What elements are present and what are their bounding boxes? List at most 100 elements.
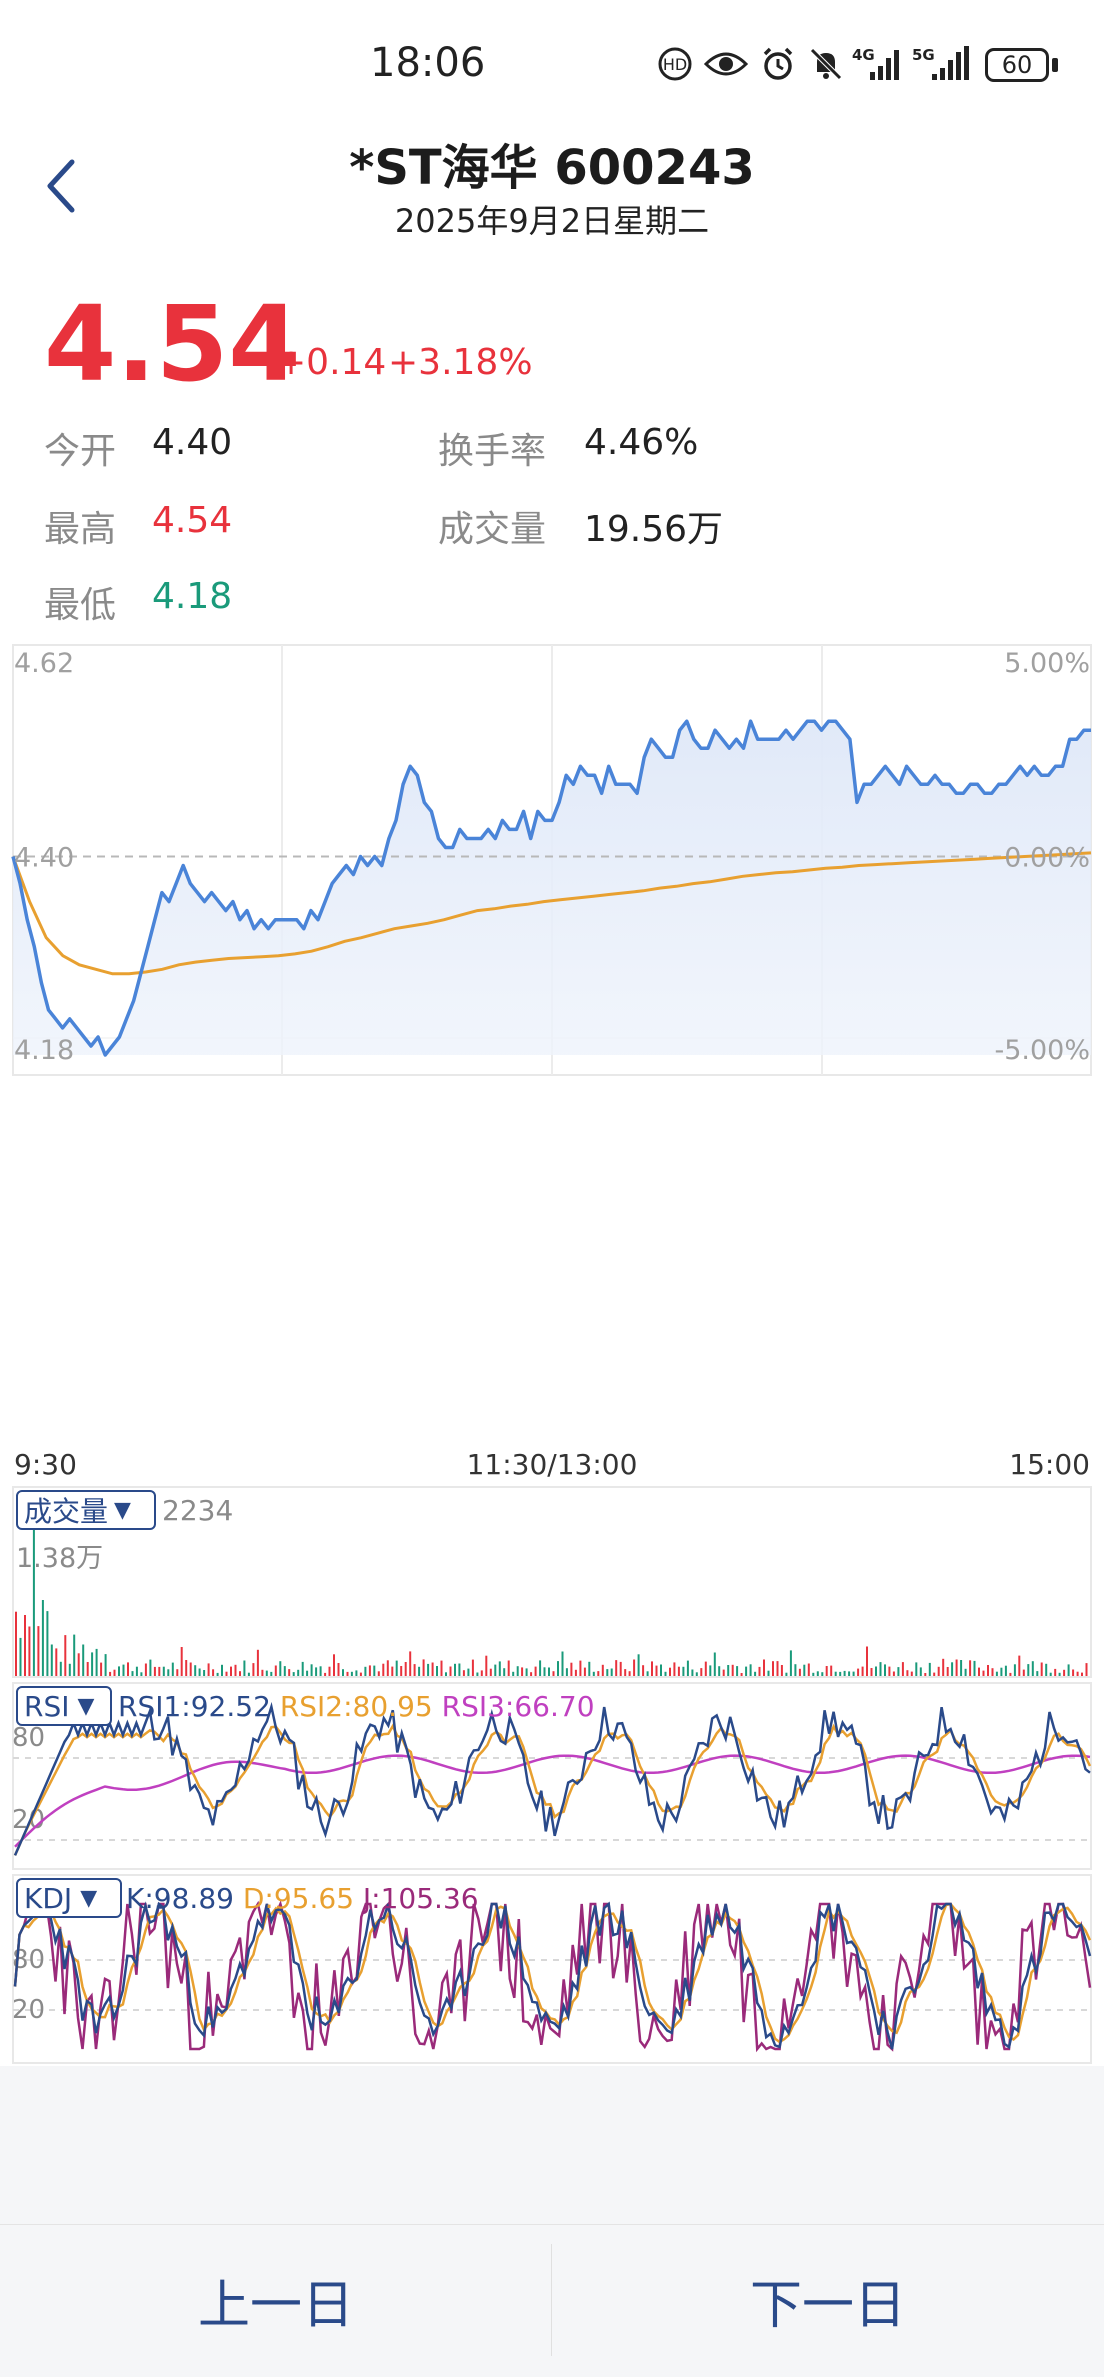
volume-bar xyxy=(256,1649,259,1676)
volume-bar xyxy=(449,1666,452,1676)
rsi-indicator-selector[interactable]: RSI ▼ xyxy=(16,1686,112,1726)
volume-bar xyxy=(579,1660,582,1676)
status-time: 18:06 xyxy=(370,40,486,86)
volume-bar xyxy=(386,1660,389,1676)
volume-bar xyxy=(319,1666,322,1676)
volume-bar xyxy=(207,1663,210,1676)
volume-bar xyxy=(512,1671,515,1676)
rsi1-line xyxy=(13,1701,1091,1856)
caret-down-icon: ▼ xyxy=(77,1693,95,1719)
volume-bar xyxy=(606,1669,609,1676)
volume-bar xyxy=(503,1668,506,1676)
open-label: 今开 xyxy=(44,431,117,472)
rsi-chart[interactable]: 80 20 xyxy=(0,1682,1104,1872)
kdj-indicator-selector[interactable]: KDJ ▼ xyxy=(16,1878,122,1918)
volume-bar xyxy=(574,1669,577,1676)
volume-bar xyxy=(454,1663,456,1676)
volume-bar xyxy=(274,1665,277,1676)
volume-bar xyxy=(342,1669,344,1676)
kdj-j-line xyxy=(13,1900,1092,2053)
volume-bar xyxy=(924,1673,927,1676)
volume-bar xyxy=(798,1668,801,1676)
volume-bar xyxy=(852,1671,855,1676)
volume-bar xyxy=(359,1672,362,1676)
kdj-chart[interactable]: 80 20 xyxy=(0,1874,1104,2066)
volume-bar xyxy=(789,1650,792,1676)
volume-frame xyxy=(12,1486,1092,1678)
avg-price-line xyxy=(11,851,1092,976)
volume-bar xyxy=(458,1663,461,1676)
y-left-bottom: 4.18 xyxy=(14,1035,74,1066)
volume-bar xyxy=(140,1672,143,1676)
volume-bar xyxy=(937,1666,940,1676)
volume-bar xyxy=(185,1660,188,1676)
hd-call-icon: HD xyxy=(655,44,695,84)
volume-bar xyxy=(301,1661,304,1676)
volume-bar xyxy=(77,1653,80,1676)
volume-bar xyxy=(700,1668,703,1676)
volume-bar xyxy=(480,1670,483,1676)
battery-tip xyxy=(1052,58,1058,72)
volume-bar xyxy=(297,1669,300,1676)
volume-bar xyxy=(592,1671,595,1676)
volume-bar xyxy=(247,1672,250,1676)
volume-bar xyxy=(704,1661,707,1676)
volume-bar xyxy=(507,1660,510,1676)
volume-bar xyxy=(803,1664,806,1676)
rsi-selector-label: RSI xyxy=(24,1689,70,1723)
high-label: 最高 xyxy=(44,509,117,550)
volume-bar xyxy=(212,1669,215,1676)
y-right-mid: 0.00% xyxy=(1004,843,1090,874)
low-label: 最低 xyxy=(44,585,117,626)
volume-bar xyxy=(713,1652,716,1676)
volume-bar xyxy=(149,1659,152,1676)
volume-bar xyxy=(203,1670,206,1676)
volume-bar xyxy=(669,1667,671,1676)
volume-bar xyxy=(960,1660,963,1676)
volume-bar xyxy=(431,1662,434,1676)
volume-bar xyxy=(1054,1668,1057,1676)
volume-bar xyxy=(467,1668,470,1676)
back-button[interactable] xyxy=(42,158,92,214)
volume-bar xyxy=(1027,1664,1030,1676)
volume-bar xyxy=(24,1615,26,1676)
volume-bar xyxy=(740,1673,743,1676)
volume-bar xyxy=(73,1634,76,1676)
volume-bar xyxy=(901,1662,904,1676)
volume-bar xyxy=(982,1670,985,1676)
volume-bar xyxy=(167,1669,170,1676)
rsi-tick-80: 80 xyxy=(12,1723,45,1753)
prev-day-button[interactable]: 上一日 xyxy=(197,2275,354,2336)
volume-bar xyxy=(624,1669,627,1676)
y-left-mid: 4.40 xyxy=(14,843,74,874)
net2-label: 5G xyxy=(912,46,935,64)
volume-bar xyxy=(189,1662,192,1676)
next-day-button[interactable]: 下一日 xyxy=(749,2275,906,2336)
volume-bar xyxy=(1072,1669,1075,1676)
volume-bar xyxy=(462,1670,465,1676)
intraday-chart[interactable]: 4.62 4.40 4.18 5.00% 0.00% -5.00% xyxy=(0,640,1104,1080)
high-value: 4.54 xyxy=(152,500,233,541)
volume-bar xyxy=(113,1669,116,1676)
volume-bar xyxy=(32,1526,35,1676)
volume-bar xyxy=(987,1665,989,1676)
bottom-bar xyxy=(0,2224,1104,2377)
volume-bar xyxy=(324,1672,327,1676)
kdj-d-line xyxy=(13,1902,1092,2044)
x-label-end: 15:00 xyxy=(1009,1448,1090,1481)
volume-bar xyxy=(404,1662,407,1676)
open-value: 4.40 xyxy=(152,422,233,463)
kdj-tick-20: 20 xyxy=(12,1995,45,2025)
volume-chart[interactable] xyxy=(0,1486,1104,1680)
volume-bar xyxy=(158,1666,161,1676)
volume-bar xyxy=(673,1662,676,1676)
rsi3-value: RSI3:66.70 xyxy=(441,1690,595,1723)
volume-bar xyxy=(59,1661,62,1676)
volume-indicator-selector[interactable]: 成交量 ▼ xyxy=(16,1490,156,1530)
volume-bar xyxy=(727,1665,730,1676)
volume-bar xyxy=(230,1666,232,1676)
volume-bar xyxy=(633,1659,636,1676)
kdj-d-value: D:95.65 xyxy=(242,1882,355,1915)
volume-bar xyxy=(1036,1671,1039,1676)
turnover-label: 换手率 xyxy=(438,431,547,472)
